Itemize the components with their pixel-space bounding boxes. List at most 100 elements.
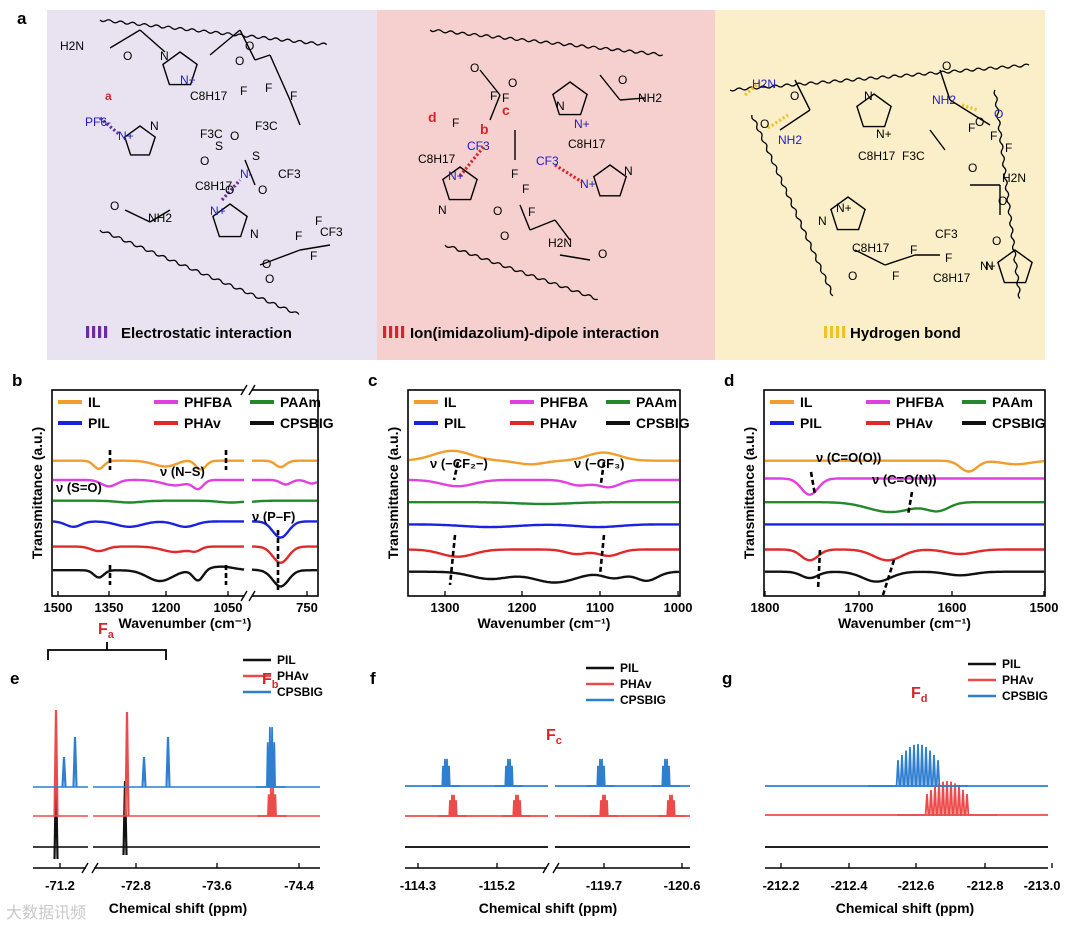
atom-label: F xyxy=(265,81,272,95)
atom-label: S xyxy=(215,139,223,153)
atom-label: H2N xyxy=(548,236,572,250)
atom-label: C8H17 xyxy=(933,271,971,285)
imidazolium-ring xyxy=(123,125,157,156)
peak-marker xyxy=(816,549,822,591)
legend-label-IL: IL xyxy=(88,394,101,410)
atom-label: F xyxy=(290,89,297,103)
peak-annotation: ν (C=O(O)) xyxy=(816,450,881,465)
atom-label: O xyxy=(790,89,799,103)
atom-label: N+ xyxy=(118,129,134,143)
atom-label: N xyxy=(556,99,565,113)
series-PAAm xyxy=(251,499,317,503)
polymer-backbone xyxy=(99,19,328,46)
panel-label-d: d xyxy=(724,371,734,390)
atom-label: N xyxy=(818,214,827,228)
peak-annotation: ν (N–S) xyxy=(160,464,205,479)
atom-label: CF3 xyxy=(278,167,301,181)
atom-label: F3C xyxy=(902,149,925,163)
peak-marker xyxy=(906,491,914,516)
atom-label: C8H17 xyxy=(858,149,896,163)
atom-label: N+ xyxy=(580,177,596,191)
atom-label: N xyxy=(438,203,447,217)
series-PIL xyxy=(252,520,317,539)
imidazolium-ring xyxy=(212,203,248,238)
atom-label: F xyxy=(310,249,317,263)
atom-label: O xyxy=(123,49,132,63)
series-CPSBIG xyxy=(53,565,245,583)
legend-label-PHAv: PHAv xyxy=(540,415,577,431)
series-CPSBIG xyxy=(765,570,1044,583)
ion-dipole-legend-swatch xyxy=(395,326,399,338)
axis-break-mark xyxy=(248,384,256,396)
label-Fd-subscript: d xyxy=(921,693,928,705)
peak-CPSBIG xyxy=(652,758,680,787)
peak-annotation: ν (−CF₃) xyxy=(574,456,624,471)
chart-g: g PIL PHAv CPSBIG Fd -212.2 -212.4 -212.6 -212.8… xyxy=(722,657,1060,916)
bond xyxy=(794,79,811,111)
atom-label: CF3 xyxy=(935,227,958,241)
legend-label-PHAv: PHAv xyxy=(184,415,221,431)
atom-label: N xyxy=(624,164,633,178)
atom-label: F xyxy=(528,205,535,219)
x-tick-label: -73.6 xyxy=(202,878,232,893)
atom-label: F xyxy=(990,129,997,143)
hydrogen-bond xyxy=(743,80,762,97)
polymer-backbone xyxy=(429,29,664,57)
atom-label: CF3 xyxy=(467,139,490,153)
atom-label: O xyxy=(508,76,517,90)
y-axis-label: Transmittance (a.u.) xyxy=(385,427,401,559)
legend-label-PIL: PIL xyxy=(88,415,110,431)
atom-label: F xyxy=(910,243,917,257)
atom-label: O xyxy=(618,73,627,87)
legend-label-PHFBA: PHFBA xyxy=(184,394,232,410)
axis-break-mark xyxy=(81,862,89,874)
atom-label: N xyxy=(250,227,259,241)
atom-label: H2N xyxy=(1002,171,1026,185)
atom-label: F xyxy=(522,182,529,196)
atom-label: NH2 xyxy=(638,91,662,105)
ftir-and-nmr-charts: b 1500 1350 1200 1050 750 Wavenumber (cm⁻¹) Tra… xyxy=(6,371,1060,922)
legend-label-PHAv: PHAv xyxy=(896,415,933,431)
atom-label: F3C xyxy=(200,127,223,141)
atom-label: CF3 xyxy=(320,225,343,239)
x-tick-label: 1200 xyxy=(152,600,181,615)
series-IL xyxy=(408,449,679,466)
peak-marker xyxy=(881,559,896,596)
series-PIL xyxy=(53,520,244,529)
electrostatic-legend-label: Electrostatic interaction xyxy=(121,325,292,342)
label-Fb-subscript: b xyxy=(272,679,279,691)
label-Fa: Fa xyxy=(98,621,115,641)
atom-label: C8H17 xyxy=(852,241,890,255)
hbond-legend-swatch xyxy=(824,326,828,338)
series-PHFBA xyxy=(765,477,1044,496)
polymer-backbone xyxy=(993,89,1021,299)
hbond-legend-label: Hydrogen bond xyxy=(850,325,961,342)
imidazolium-ring xyxy=(592,164,628,197)
atom-label: O xyxy=(598,247,607,261)
legend-label-PHAv: PHAv xyxy=(1002,673,1034,687)
series-PHFBA xyxy=(409,478,679,489)
chart-b: b 1500 1350 1200 1050 750 Wavenumber (cm⁻¹) Tra… xyxy=(12,371,334,631)
label-Fd: Fd xyxy=(911,685,928,705)
x-tick-label: 750 xyxy=(296,600,318,615)
atom-label: b xyxy=(480,121,489,137)
peak-annotation: ν (−CF₂−) xyxy=(430,456,488,471)
panel-a-bg-2 xyxy=(377,10,715,360)
atom-label: N+ xyxy=(876,127,892,141)
atom-label: F xyxy=(968,121,975,135)
legend-label-CPSBIG: CPSBIG xyxy=(636,415,690,431)
atom-label: F xyxy=(490,89,497,103)
atom-label: O xyxy=(992,234,1001,248)
x-tick-label: -72.8 xyxy=(121,878,151,893)
series-IL xyxy=(53,459,244,471)
bond xyxy=(559,254,591,261)
bond xyxy=(299,244,331,251)
atom-label: F xyxy=(892,269,899,283)
x-tick-label: -212.2 xyxy=(763,878,800,893)
y-axis-label: Transmittance (a.u.) xyxy=(29,427,45,559)
axes-frame xyxy=(763,389,1046,597)
bond xyxy=(239,29,256,61)
peak-PHAv xyxy=(124,711,130,817)
